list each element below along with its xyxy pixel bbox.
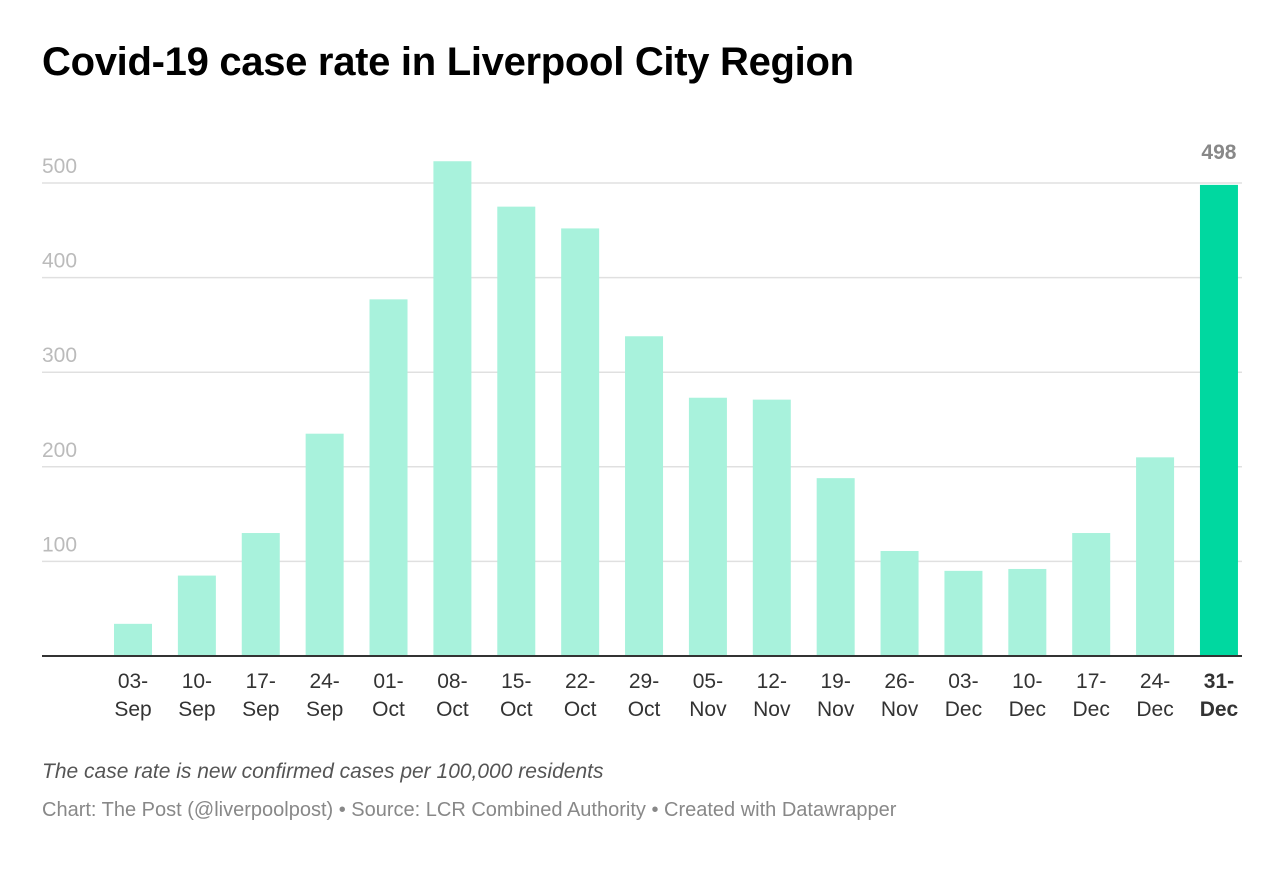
bar [305, 433, 344, 656]
bar [241, 533, 280, 656]
x-tick-label: 08-Oct [436, 670, 469, 721]
x-tick-label: 12-Nov [753, 670, 791, 721]
source-credit: Source: LCR Combined Authority [351, 799, 646, 821]
y-tick-label: 400 [42, 250, 77, 273]
x-tick-label: 24-Dec [1136, 670, 1173, 721]
chart-title: Covid-19 case rate in Liverpool City Reg… [42, 40, 854, 84]
value-label: 498 [1201, 141, 1236, 164]
footer-separator: • [645, 799, 665, 821]
chart-footer: Chart: The Post (@liverpoolpost) • Sourc… [42, 799, 896, 822]
bar [497, 206, 536, 656]
x-tick-label: 22-Oct [564, 670, 597, 721]
x-tick-label: 15-Oct [500, 670, 533, 721]
created-with-credit: Created with Datawrapper [664, 799, 897, 821]
x-tick-label: 10-Dec [1009, 670, 1046, 721]
value-labels: 498 [1201, 141, 1236, 164]
bar [114, 623, 152, 656]
bar [369, 299, 408, 656]
x-tick-label: 31-Dec [1200, 670, 1239, 721]
footer-separator: • [333, 799, 352, 821]
bar [1136, 457, 1175, 656]
chart-notes: The case rate is new confirmed cases per… [42, 760, 604, 783]
bar [561, 228, 600, 656]
bar [1008, 568, 1047, 656]
x-tick-label: 19-Nov [817, 670, 855, 721]
bar [177, 575, 216, 656]
x-axis-tick-labels: 03-Sep 10-Sep 17-Sep 24-Sep 01-Oct 08-Oct 15-O… [114, 670, 1238, 721]
x-tick-label: 17-Dec [1073, 670, 1110, 721]
x-tick-label: 01-Oct [372, 670, 405, 721]
x-tick-label: 29-Oct [628, 670, 661, 721]
y-axis-tick-labels: 100 200 300 400 500 [42, 155, 77, 556]
bar [625, 336, 664, 656]
x-tick-label: 10-Sep [178, 670, 215, 721]
bar [944, 570, 983, 656]
bar [752, 399, 791, 656]
bar [1072, 533, 1111, 656]
y-tick-label: 200 [42, 439, 77, 462]
y-tick-label: 100 [42, 533, 77, 556]
bar [433, 161, 472, 656]
bar [688, 397, 727, 656]
x-tick-label: 03-Sep [114, 670, 151, 721]
x-tick-label: 26-Nov [881, 670, 919, 721]
chart-credit: Chart: The Post (@liverpoolpost) [42, 799, 334, 821]
bar-chart: 100 200 300 400 500 498 03-Sep 10-Sep 17-Sep 24… [42, 141, 1242, 721]
x-tick-label: 24-Sep [306, 670, 343, 721]
x-tick-label: 05-Nov [689, 670, 727, 721]
x-tick-label: 17-Sep [242, 670, 279, 721]
bar-highlighted [1199, 184, 1238, 656]
y-tick-label: 500 [42, 155, 77, 178]
bars [114, 161, 1238, 656]
bar [816, 478, 855, 656]
y-tick-label: 300 [42, 344, 77, 367]
bar [880, 550, 919, 656]
x-tick-label: 03-Dec [945, 670, 982, 721]
